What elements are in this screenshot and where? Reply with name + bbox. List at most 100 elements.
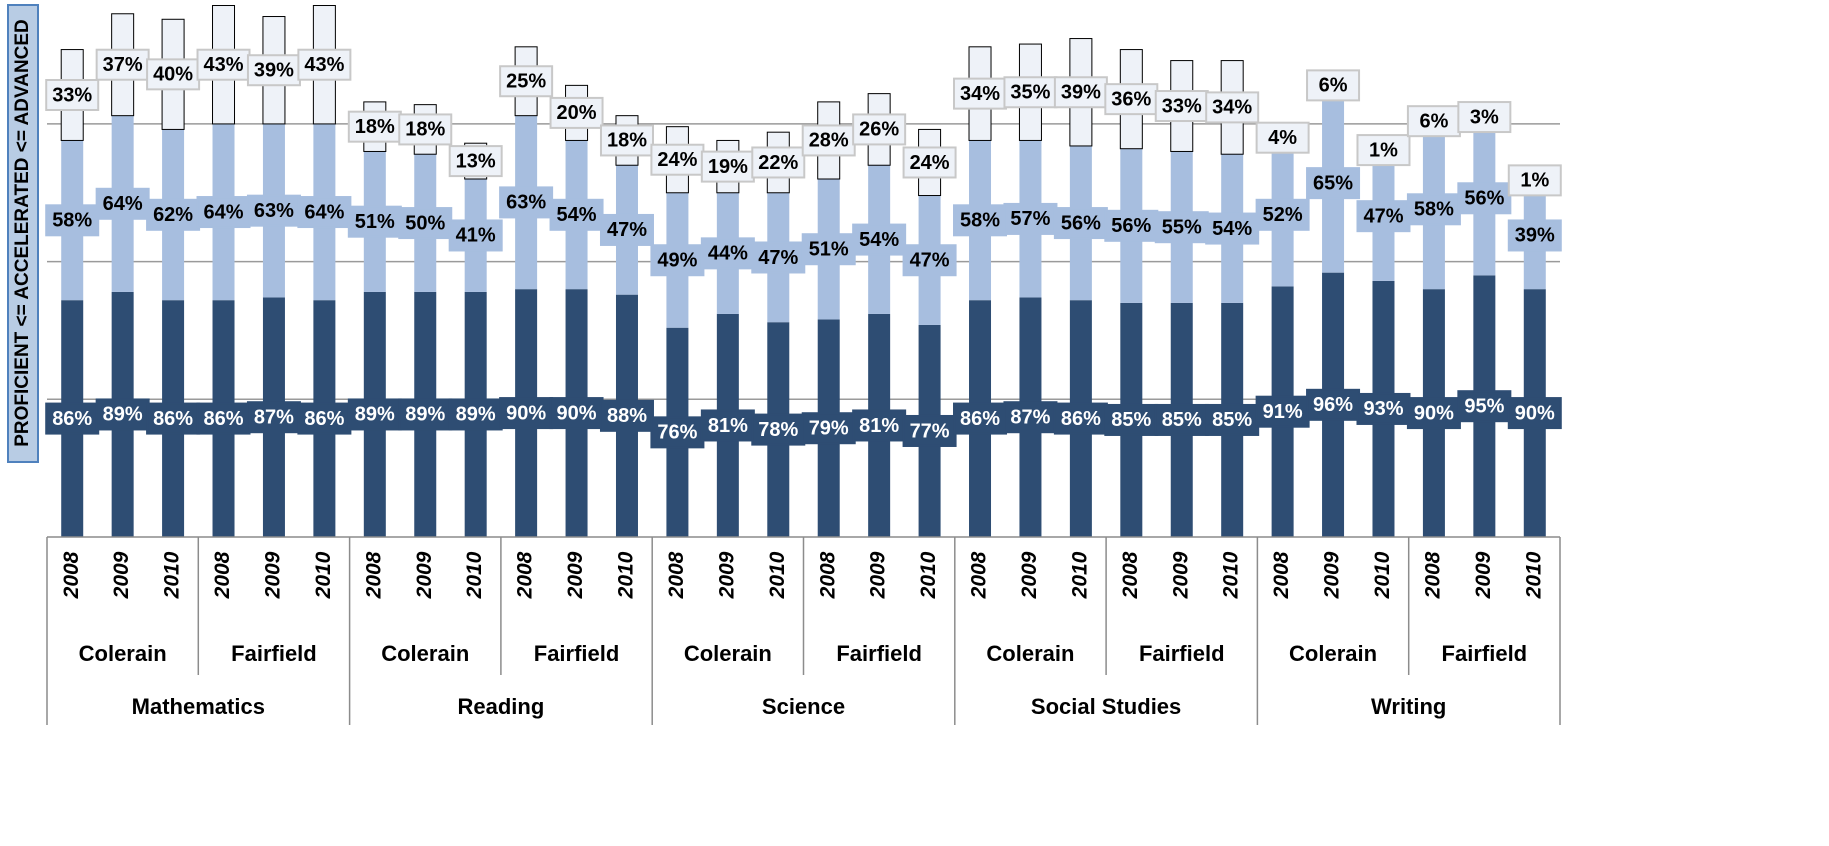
- value-label-box: [45, 79, 100, 112]
- value-label: 56%: [1061, 212, 1101, 234]
- value-label-box: [196, 196, 251, 229]
- group-label: Colerain: [684, 641, 772, 666]
- value-label-box: [196, 48, 251, 81]
- value-label: 81%: [859, 415, 899, 437]
- y-axis-label-box: PROFICIENT <= ACCELERATED <= ADVANCED: [7, 4, 39, 463]
- value-label-box: [801, 412, 856, 445]
- value-label: 55%: [1162, 216, 1202, 238]
- value-label: 37%: [103, 54, 143, 76]
- value-label: 51%: [809, 239, 849, 261]
- supergroup-label: Reading: [458, 694, 545, 719]
- x-tick-label: 2009: [110, 551, 133, 599]
- value-label: 95%: [1464, 395, 1504, 417]
- value-label-box: [347, 110, 402, 143]
- value-label: 49%: [657, 250, 697, 272]
- value-label: 18%: [607, 130, 647, 152]
- value-label: 52%: [1263, 204, 1303, 226]
- supergroup-label: Science: [762, 694, 845, 719]
- value-label: 93%: [1363, 398, 1403, 420]
- value-label-box: [902, 146, 957, 179]
- value-label: 86%: [204, 408, 244, 430]
- x-tick-label: 2010: [1220, 551, 1243, 599]
- value-label: 43%: [304, 54, 344, 76]
- value-label-box: [549, 96, 604, 129]
- group-label: Colerain: [986, 641, 1074, 666]
- x-tick-label: 2010: [615, 551, 638, 599]
- value-label-box: [852, 113, 907, 146]
- supergroup-label: Social Studies: [1031, 694, 1181, 719]
- value-label: 86%: [304, 408, 344, 430]
- value-label-box: [1457, 101, 1512, 134]
- x-tick-label: 2008: [60, 551, 83, 599]
- value-label: 39%: [1515, 225, 1555, 247]
- value-label-box: [448, 219, 503, 252]
- x-tick-label: 2008: [816, 551, 839, 599]
- value-label-box: [1457, 182, 1512, 215]
- value-label: 87%: [254, 406, 294, 428]
- value-label: 54%: [859, 229, 899, 251]
- group-label: Fairfield: [836, 641, 922, 666]
- value-label: 6%: [1419, 110, 1448, 132]
- value-label-box: [953, 77, 1008, 110]
- value-label-box: [499, 186, 554, 219]
- value-label-box: [700, 409, 755, 442]
- value-label-box: [1406, 193, 1461, 226]
- value-label-box: [751, 146, 806, 179]
- value-label-box: [1003, 76, 1058, 109]
- value-label: 64%: [204, 201, 244, 223]
- x-tick-label: 2008: [968, 551, 991, 599]
- value-label: 35%: [1010, 82, 1050, 104]
- value-label-box: [852, 409, 907, 442]
- value-label-box: [1154, 90, 1209, 123]
- value-label: 28%: [809, 130, 849, 152]
- value-label: 79%: [809, 418, 849, 440]
- value-label-box: [902, 244, 957, 277]
- value-label-box: [398, 207, 453, 240]
- group-label: Colerain: [79, 641, 167, 666]
- group-label: Fairfield: [1139, 641, 1225, 666]
- value-label-box: [45, 204, 100, 237]
- value-label: 58%: [1414, 199, 1454, 221]
- x-tick-label: 2009: [564, 551, 587, 599]
- value-label-box: [599, 399, 654, 432]
- x-tick-label: 2010: [766, 551, 789, 599]
- value-label: 90%: [557, 402, 597, 424]
- value-label-box: [499, 397, 554, 430]
- value-label: 54%: [557, 204, 597, 226]
- value-label-box: [902, 414, 957, 447]
- group-label: Fairfield: [1442, 641, 1528, 666]
- value-label-box: [1306, 388, 1361, 421]
- group-label: Colerain: [381, 641, 469, 666]
- value-label: 62%: [153, 204, 193, 226]
- value-label: 54%: [1212, 218, 1252, 240]
- value-label-box: [1306, 69, 1361, 102]
- x-tick-label: 2009: [1018, 551, 1041, 599]
- value-label-box: [953, 402, 1008, 435]
- value-label-box: [95, 398, 150, 431]
- value-label: 34%: [1212, 97, 1252, 119]
- value-label-box: [1104, 403, 1159, 436]
- value-label: 85%: [1212, 409, 1252, 431]
- value-label-box: [1104, 83, 1159, 116]
- value-label: 20%: [557, 102, 597, 124]
- value-label-box: [1205, 403, 1260, 436]
- y-axis-label: PROFICIENT <= ACCELERATED <= ADVANCED: [12, 19, 33, 447]
- value-label: 13%: [456, 150, 496, 172]
- value-label-box: [1154, 211, 1209, 244]
- value-label: 89%: [405, 404, 445, 426]
- value-label: 24%: [910, 152, 950, 174]
- value-label: 47%: [758, 247, 798, 269]
- value-label: 22%: [758, 152, 798, 174]
- value-label: 39%: [254, 60, 294, 82]
- x-tick-label: 2008: [514, 551, 537, 599]
- value-label: 47%: [607, 219, 647, 241]
- value-label-box: [246, 194, 301, 227]
- value-label: 41%: [456, 225, 496, 247]
- x-tick-label: 2008: [1421, 551, 1444, 599]
- value-label-box: [599, 124, 654, 157]
- value-label: 50%: [405, 212, 445, 234]
- x-tick-label: 2009: [1321, 551, 1344, 599]
- value-label: 43%: [204, 54, 244, 76]
- value-label: 87%: [1010, 406, 1050, 428]
